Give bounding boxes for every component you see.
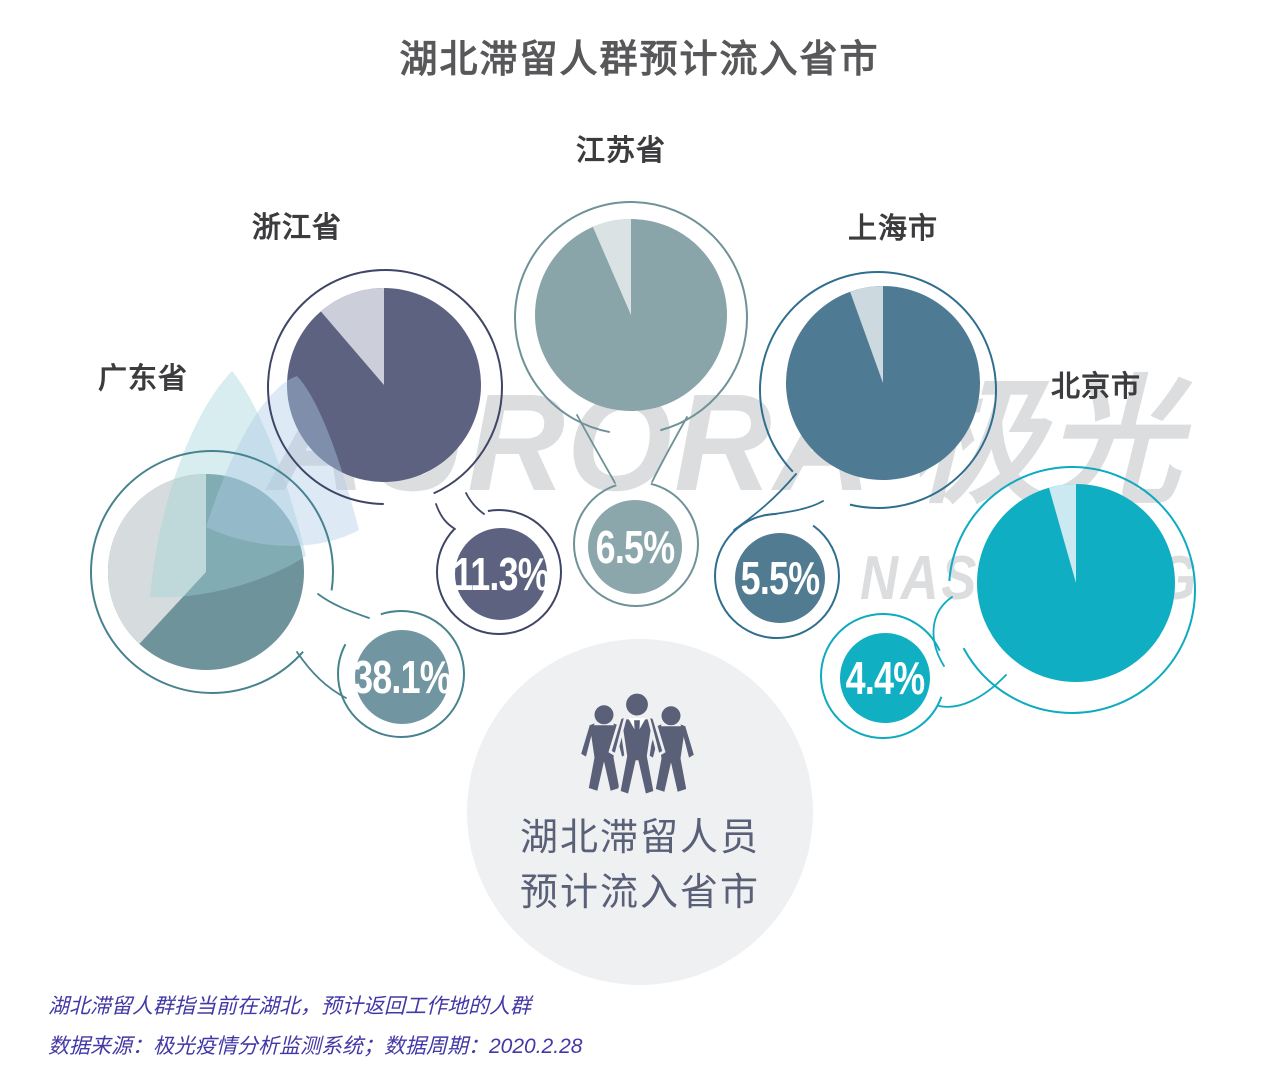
percent-beijing: 4.4% (845, 652, 925, 704)
center-caption-line2: 预计流入省市 (519, 872, 760, 914)
center-circle (467, 639, 813, 985)
connector-zhejiang-1 (465, 492, 485, 515)
center-badge (467, 639, 813, 985)
people-group-icon (581, 690, 694, 798)
bubble-beijing (840, 633, 930, 723)
percent-zhejiang: 11.3% (453, 548, 550, 600)
pie-ring-beijing (948, 466, 1196, 714)
pie-slice-zhejiang (320, 287, 384, 385)
bubble-ring-zhejiang (436, 509, 562, 635)
page-title: 湖北滞留人群预计流入省市 (399, 39, 880, 81)
footnote-source: 数据来源：极光疫情分析监测系统；数据周期：2020.2.28 (48, 1035, 583, 1058)
percent-shanghai: 5.5% (740, 552, 820, 604)
pie-ring-jiangsu (514, 201, 748, 435)
bubble-guangdong (355, 630, 449, 724)
bubble-jiangsu (588, 500, 682, 594)
center-caption-line1: 湖北滞留人员 (519, 817, 760, 859)
bubble-ring-guangdong (337, 610, 465, 738)
decorative-aurora-blobs (150, 371, 359, 598)
bubble-zhejiang (455, 528, 547, 620)
pies-layer (107, 219, 1175, 682)
connector-shanghai-0 (733, 473, 797, 531)
bubble-shanghai (735, 533, 825, 623)
connector-shanghai-1 (766, 500, 824, 516)
pie-slice-jiangsu (592, 219, 631, 315)
bubble-ring-beijing (820, 613, 946, 739)
pie-slice-guangdong (107, 474, 206, 644)
label-guangdong: 广东省 (98, 363, 189, 395)
label-beijing: 北京市 (1051, 371, 1142, 403)
percent-guangdong: 38.1% (353, 651, 452, 703)
bubble-ring-jiangsu (573, 481, 699, 607)
rings-and-connectors-layer (90, 201, 1196, 739)
pie-ring-guangdong (90, 450, 334, 694)
label-shanghai: 上海市 (848, 213, 939, 245)
footnote-definition: 湖北滞留人群指当前在湖北，预计返回工作地的人群 (48, 995, 531, 1018)
bubble-ring-shanghai (714, 513, 840, 639)
connector-beijing-1 (938, 674, 1007, 708)
label-jiangsu: 江苏省 (576, 135, 667, 167)
tie (634, 720, 640, 751)
connector-zhejiang-0 (435, 503, 456, 530)
connector-guangdong-0 (317, 593, 370, 619)
pie-slice-shanghai (850, 285, 883, 383)
connector-beijing-0 (932, 596, 953, 667)
pie-ring-shanghai (759, 271, 997, 509)
aurora-blob-teal (150, 371, 306, 598)
label-zhejiang: 浙江省 (252, 212, 343, 244)
connector-jiangsu-0 (576, 414, 616, 484)
pie-slice-beijing (1049, 484, 1076, 583)
percent-jiangsu: 6.5% (595, 521, 675, 573)
pie-ring-zhejiang (267, 269, 503, 505)
aurora-blob-blue (206, 376, 359, 546)
connector-jiangsu-1 (651, 416, 688, 483)
